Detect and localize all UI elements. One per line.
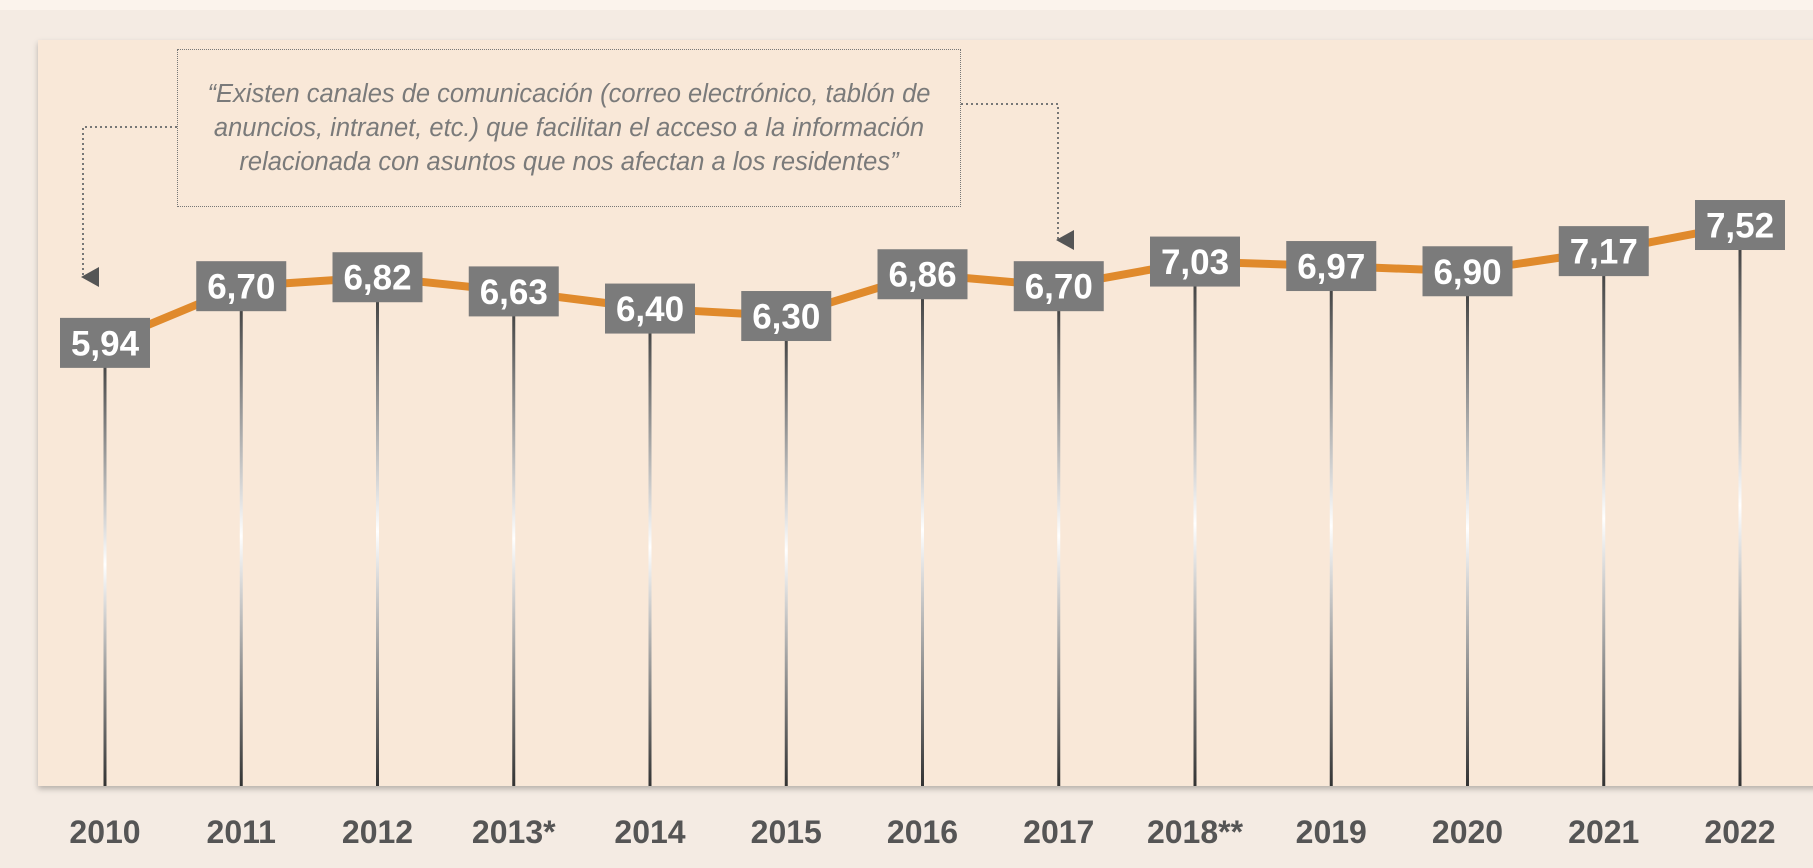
data-label: 6,40 [616,290,684,329]
data-label: 6,70 [207,268,275,307]
drop-line [1738,225,1742,786]
drop-line [1057,286,1061,786]
x-tick-label: 2010 [69,814,140,850]
point-marker [1422,246,1513,297]
point-marker [1286,241,1377,292]
annotation-arrow [961,103,1074,250]
data-label: 7,03 [1161,243,1229,282]
x-tick-label: 2012 [342,814,413,850]
point-marker [60,317,150,368]
point-marker [1695,200,1785,251]
top-bar [0,0,1813,10]
data-label: 7,52 [1706,207,1774,246]
point-marker [1013,261,1104,312]
x-tick-label: 2016 [887,814,958,850]
drop-line [1602,251,1606,787]
data-label: 6,63 [480,273,548,312]
data-label: 6,90 [1433,253,1501,292]
x-tick-label: 2018** [1147,814,1244,850]
x-tick-label: 2015 [751,814,822,850]
point-marker [196,261,287,312]
data-label: 5,94 [71,324,140,363]
drop-line [376,277,379,786]
drop-line [1466,271,1469,786]
drop-line [784,316,788,786]
drop-line [921,274,924,786]
data-label: 6,30 [752,298,820,337]
drop-line [239,286,243,786]
point-marker [468,266,559,317]
point-marker [877,249,968,300]
point-marker [1558,226,1649,277]
point-marker [605,283,695,334]
data-label: 6,82 [343,259,411,298]
drop-line [648,308,652,786]
drop-line [1329,266,1333,787]
point-marker [741,291,832,342]
annotation-arrow [81,126,177,287]
x-tick-label: 2013* [472,814,556,850]
data-label: 6,86 [888,256,956,295]
data-label: 6,97 [1297,248,1365,287]
drop-line [1193,261,1197,786]
drop-line [512,291,516,786]
x-tick-label: 2021 [1568,814,1639,850]
point-marker [332,252,423,303]
data-label: 6,70 [1025,268,1093,307]
annotation: “Existen canales de comunicación (correo… [177,49,961,207]
x-tick-label: 2014 [614,814,685,850]
x-tick-label: 2017 [1023,814,1094,850]
x-tick-label: 2020 [1432,814,1503,850]
x-tick-label: 2019 [1296,814,1367,850]
plot-panel [38,40,1813,786]
point-marker [1150,236,1240,287]
data-label: 7,17 [1570,233,1638,272]
drop-line [103,342,107,786]
x-tick-label: 2022 [1704,814,1775,850]
x-tick-label: 2011 [207,814,276,850]
